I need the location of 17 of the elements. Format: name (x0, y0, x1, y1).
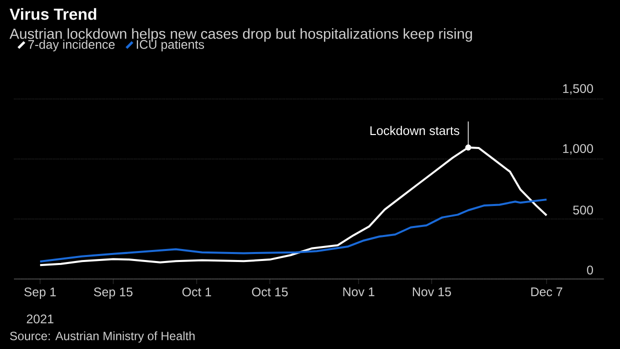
chart-title: Virus Trend (10, 8, 96, 20)
text: 2021 (26, 314, 54, 324)
y-tick-label: 500 (573, 206, 593, 214)
x-tick-label: Oct 1 (182, 288, 212, 296)
x-tick-label: Nov 15 (412, 288, 451, 296)
y-tick-label: 0 (587, 266, 594, 274)
x-tick-label: Oct 15 (252, 288, 288, 296)
x-tick-label: Sep 1 (24, 288, 56, 299)
y-tick-label: 1,500 (563, 84, 593, 94)
y-tick-label: 1,000 (563, 144, 593, 154)
x-tick-label: Nov 1 (343, 288, 374, 296)
legend-label: 7-day incidence (28, 40, 115, 52)
source-note: Source: Austrian Ministry of Health (10, 331, 195, 343)
x-tick-label: Sep 15 (94, 288, 132, 299)
legend-label: ICU patients (136, 40, 204, 52)
annotation: Lockdown starts (370, 126, 460, 136)
x-tick-label: Dec 7 (531, 288, 562, 296)
